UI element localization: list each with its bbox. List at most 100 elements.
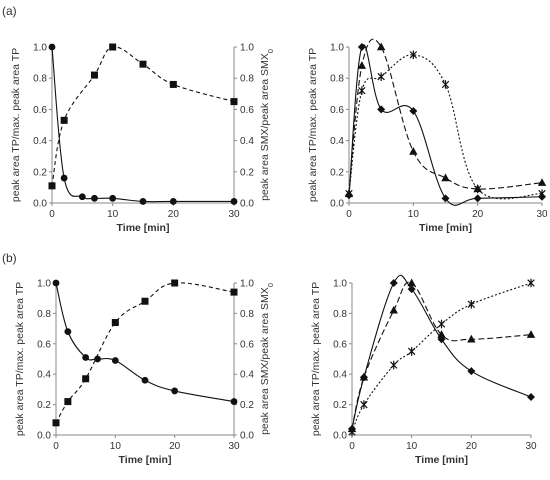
data-point-star bbox=[360, 400, 368, 409]
data-point-diamond bbox=[527, 393, 535, 401]
data-point-triangle bbox=[537, 178, 547, 186]
y2-axis-label-subscript: 0 bbox=[266, 49, 275, 53]
y-tick-label: 0.0 bbox=[33, 199, 47, 210]
x-tick-label: 20 bbox=[169, 441, 181, 452]
series-1-circle bbox=[48, 43, 238, 205]
y-tick-label: 0.2 bbox=[37, 400, 51, 411]
data-point-star bbox=[409, 50, 418, 60]
series-2-triangle bbox=[347, 278, 536, 433]
chart-4: 0.0 0.2 0.4 0.6 0.8 1.0 0 10 20 30 Time [min] peak … bbox=[310, 274, 537, 466]
data-point-star bbox=[390, 360, 398, 370]
y-axis-label: peak area TP/max. peak area TP bbox=[10, 48, 22, 202]
series-2-triangle bbox=[344, 38, 547, 197]
data-point-square bbox=[82, 375, 90, 383]
panel-label-a: (a) bbox=[2, 4, 17, 18]
y-tick-label: 1.0 bbox=[333, 279, 347, 290]
data-point-triangle bbox=[437, 330, 446, 338]
series-1-line bbox=[351, 274, 532, 430]
x-tick-label: 30 bbox=[228, 441, 240, 452]
y2-tick-label: 0.2 bbox=[240, 167, 254, 178]
data-point-circle bbox=[169, 198, 177, 205]
series-3-line bbox=[351, 282, 532, 433]
data-point-triangle bbox=[357, 61, 367, 69]
series-2-square bbox=[48, 43, 238, 190]
x-tick-label: 0 bbox=[346, 209, 352, 220]
y-tick-label: 0.2 bbox=[333, 400, 347, 411]
y-tick-label: 0.0 bbox=[37, 431, 51, 442]
data-point-circle bbox=[230, 398, 238, 405]
x-tick-label: 30 bbox=[228, 209, 240, 220]
series-1-line bbox=[55, 282, 235, 403]
data-point-star bbox=[538, 189, 546, 198]
data-point-star bbox=[345, 189, 353, 198]
data-point-circle bbox=[230, 198, 238, 205]
data-point-square bbox=[171, 279, 179, 287]
y-tick-label: 0.4 bbox=[330, 136, 344, 147]
y2-tick-label: 0.6 bbox=[240, 105, 254, 116]
data-point-square bbox=[48, 182, 56, 190]
data-point-triangle bbox=[409, 147, 418, 155]
data-point-diamond bbox=[441, 194, 450, 203]
chart-3: 0.0 0.2 0.4 0.6 0.8 1.0 0.0 0.2 0.4 0.6 0.8 1.0 0 10 2… bbox=[14, 279, 275, 467]
x-tick-label: 10 bbox=[107, 209, 119, 220]
data-point-circle bbox=[141, 376, 149, 384]
series-3-line bbox=[348, 54, 543, 200]
series-1-diamond bbox=[348, 274, 535, 433]
data-point-diamond bbox=[473, 194, 482, 203]
y-axis-label: peak area TP/max. peak area TP bbox=[310, 282, 322, 436]
y-tick-label: 0.0 bbox=[330, 199, 344, 210]
y-tick-label: 0.8 bbox=[333, 309, 347, 320]
chart-1: 0.0 0.2 0.4 0.6 0.8 1.0 0.0 0.2 0.4 0.6 0.8 1.0 0 10 2… bbox=[10, 43, 275, 235]
y-tick-label: 0.2 bbox=[330, 167, 344, 178]
series-2-line bbox=[348, 38, 543, 194]
x-tick-label: 10 bbox=[408, 209, 420, 220]
y2-axis-label-subscript: 0 bbox=[266, 283, 275, 287]
data-point-square bbox=[111, 319, 119, 327]
data-point-circle bbox=[52, 279, 60, 287]
data-point-diamond bbox=[467, 367, 476, 376]
x-tick-label: 30 bbox=[525, 441, 537, 452]
data-point-square bbox=[141, 297, 149, 305]
y2-tick-label: 0.6 bbox=[240, 339, 254, 350]
x-tick-label: 10 bbox=[110, 441, 122, 452]
y-tick-label: 0.6 bbox=[330, 105, 344, 116]
y-tick-label: 0.8 bbox=[330, 74, 344, 85]
data-point-star bbox=[473, 184, 482, 194]
data-point-triangle bbox=[376, 42, 386, 51]
data-point-star bbox=[358, 86, 366, 95]
x-tick-label: 0 bbox=[53, 441, 59, 452]
data-point-star bbox=[377, 72, 385, 81]
y2-tick-label: 0.4 bbox=[240, 136, 254, 147]
y-tick-label: 0.0 bbox=[333, 431, 347, 442]
data-point-circle bbox=[109, 194, 117, 202]
x-tick-label: 20 bbox=[466, 441, 478, 452]
y2-tick-label: 1.0 bbox=[240, 43, 254, 54]
data-point-square bbox=[139, 60, 147, 68]
series-2-line bbox=[351, 281, 532, 430]
data-point-circle bbox=[139, 198, 147, 205]
y2-tick-label: 0.8 bbox=[240, 309, 254, 320]
x-tick-label: 30 bbox=[536, 209, 548, 220]
y-axis-label: peak area TP/max. peak area TP bbox=[14, 282, 26, 436]
data-point-diamond bbox=[389, 279, 398, 287]
data-point-triangle bbox=[526, 330, 536, 338]
y2-tick-label: 1.0 bbox=[240, 279, 254, 290]
y2-tick-label: 0.0 bbox=[240, 431, 254, 442]
data-point-circle bbox=[94, 355, 101, 363]
x-axis-label: Time [min] bbox=[117, 222, 170, 234]
data-point-diamond bbox=[407, 285, 416, 294]
x-axis-label: Time [min] bbox=[415, 454, 468, 466]
data-point-square bbox=[64, 398, 72, 406]
data-point-circle bbox=[64, 328, 72, 336]
data-point-circle bbox=[48, 43, 56, 51]
data-point-triangle bbox=[389, 305, 398, 314]
y-tick-label: 1.0 bbox=[37, 279, 51, 290]
y2-axis-label-main: peak area SMX/peak area SMX bbox=[259, 287, 271, 435]
data-point-square bbox=[109, 43, 117, 51]
y-tick-label: 0.4 bbox=[33, 136, 47, 147]
series-1-circle bbox=[52, 279, 238, 405]
y-tick-label: 1.0 bbox=[330, 43, 344, 54]
data-point-square bbox=[169, 80, 177, 88]
